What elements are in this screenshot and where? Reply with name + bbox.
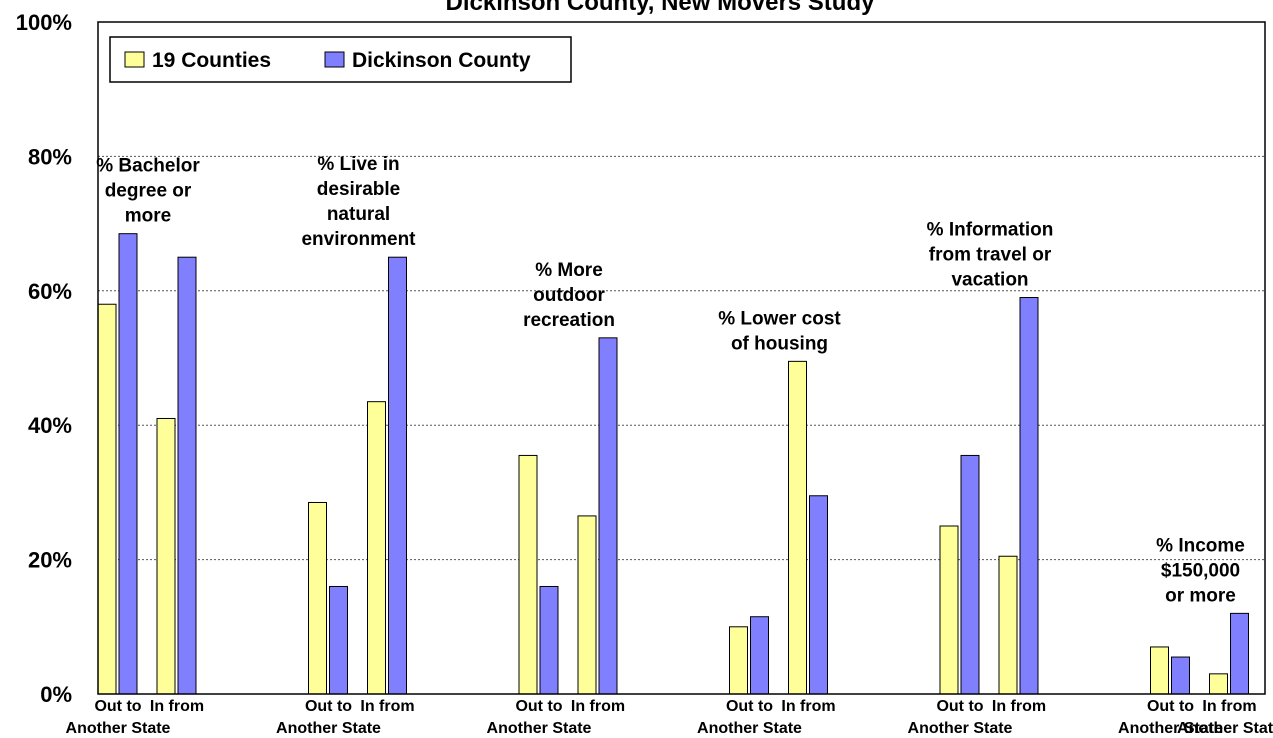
- group-label: $150,000: [1161, 560, 1240, 581]
- legend-swatch: [324, 51, 345, 68]
- x-tick-label: Out to: [726, 698, 773, 715]
- group-label: natural: [327, 204, 390, 225]
- group-label: % Income: [1156, 535, 1245, 556]
- x-tick-label: In from: [781, 698, 835, 715]
- x-tick-label: Another State: [276, 720, 381, 737]
- bar: [1171, 656, 1190, 695]
- group-label: % Bachelor: [96, 156, 200, 177]
- x-tick-label: Another State: [1118, 720, 1223, 737]
- group-label: % Information: [927, 220, 1054, 241]
- bar: [1150, 646, 1169, 695]
- group-label: % More: [535, 260, 603, 281]
- legend-label: Dickinson County: [352, 49, 531, 72]
- y-tick-label: 40%: [28, 413, 72, 438]
- group-label: degree or: [105, 181, 192, 202]
- group-label: or more: [1165, 585, 1236, 606]
- bar: [998, 555, 1018, 695]
- y-tick-label: 60%: [28, 279, 72, 304]
- legend: 19 Counties Dickinson County: [109, 36, 572, 83]
- group-label: desirable: [317, 179, 400, 200]
- x-tick-label: Another State: [697, 720, 802, 737]
- gridlines: [98, 155, 1265, 561]
- bar: [750, 616, 769, 695]
- bar: [729, 626, 748, 695]
- bar: [388, 256, 407, 695]
- bar: [539, 585, 559, 695]
- bar: [177, 256, 197, 695]
- bar: [308, 501, 327, 695]
- bars: [97, 233, 1249, 695]
- x-tick-label: In from: [1202, 698, 1256, 715]
- plot-area-border: [97, 21, 1266, 695]
- group-label: recreation: [523, 310, 615, 331]
- bar: [1209, 673, 1228, 695]
- legend-swatch: [124, 51, 145, 68]
- bar: [329, 585, 348, 695]
- x-tick-label: Out to: [515, 698, 562, 715]
- group-label: outdoor: [533, 285, 605, 306]
- x-tick-label: Out to: [305, 698, 352, 715]
- x-tick-label: In from: [571, 698, 625, 715]
- bar: [960, 454, 980, 695]
- chart-title: Dickinson County, New Movers Study: [446, 0, 876, 16]
- group-label: environment: [301, 229, 416, 250]
- y-axis-ticks: 0% 20% 40% 60% 80% 100%: [16, 10, 72, 707]
- group-label: of housing: [731, 333, 828, 354]
- x-tick-label: Out to: [936, 698, 983, 715]
- group-label: % Live in: [317, 154, 399, 175]
- group-label: from travel or: [929, 245, 1052, 266]
- x-tick-label: Out to: [94, 698, 141, 715]
- bar: [1230, 612, 1249, 695]
- bar: [939, 525, 959, 695]
- bar: [97, 303, 117, 695]
- group-labels: % Bachelor degree or more % Live in desirabl…: [96, 154, 1245, 606]
- bar: [598, 337, 618, 695]
- bar: [156, 417, 176, 695]
- bar: [518, 454, 538, 695]
- x-tick-label: Another State: [1177, 720, 1273, 737]
- x-tick-label: Another State: [487, 720, 592, 737]
- bar: [788, 360, 807, 695]
- bar: [118, 233, 138, 695]
- bar: [809, 495, 828, 695]
- bar: [367, 401, 386, 695]
- x-tick-label: Out to: [1147, 698, 1194, 715]
- legend-label: 19 Counties: [152, 49, 271, 72]
- x-tick-label: In from: [150, 698, 204, 715]
- bar: [1019, 297, 1039, 695]
- group-label: % Lower cost: [718, 308, 841, 329]
- bar: [577, 515, 597, 695]
- x-axis-labels: Out to Another State In from Out to Another …: [66, 698, 1273, 737]
- y-tick-label: 20%: [28, 548, 72, 573]
- y-tick-label: 100%: [16, 10, 72, 35]
- x-tick-label: Another State: [66, 720, 171, 737]
- group-label: vacation: [951, 270, 1028, 291]
- y-tick-label: 0%: [40, 682, 72, 707]
- y-tick-label: 80%: [28, 144, 72, 169]
- x-tick-label: In from: [360, 698, 414, 715]
- x-tick-label: Another State: [908, 720, 1013, 737]
- x-tick-label: In from: [992, 698, 1046, 715]
- group-label: more: [125, 206, 171, 227]
